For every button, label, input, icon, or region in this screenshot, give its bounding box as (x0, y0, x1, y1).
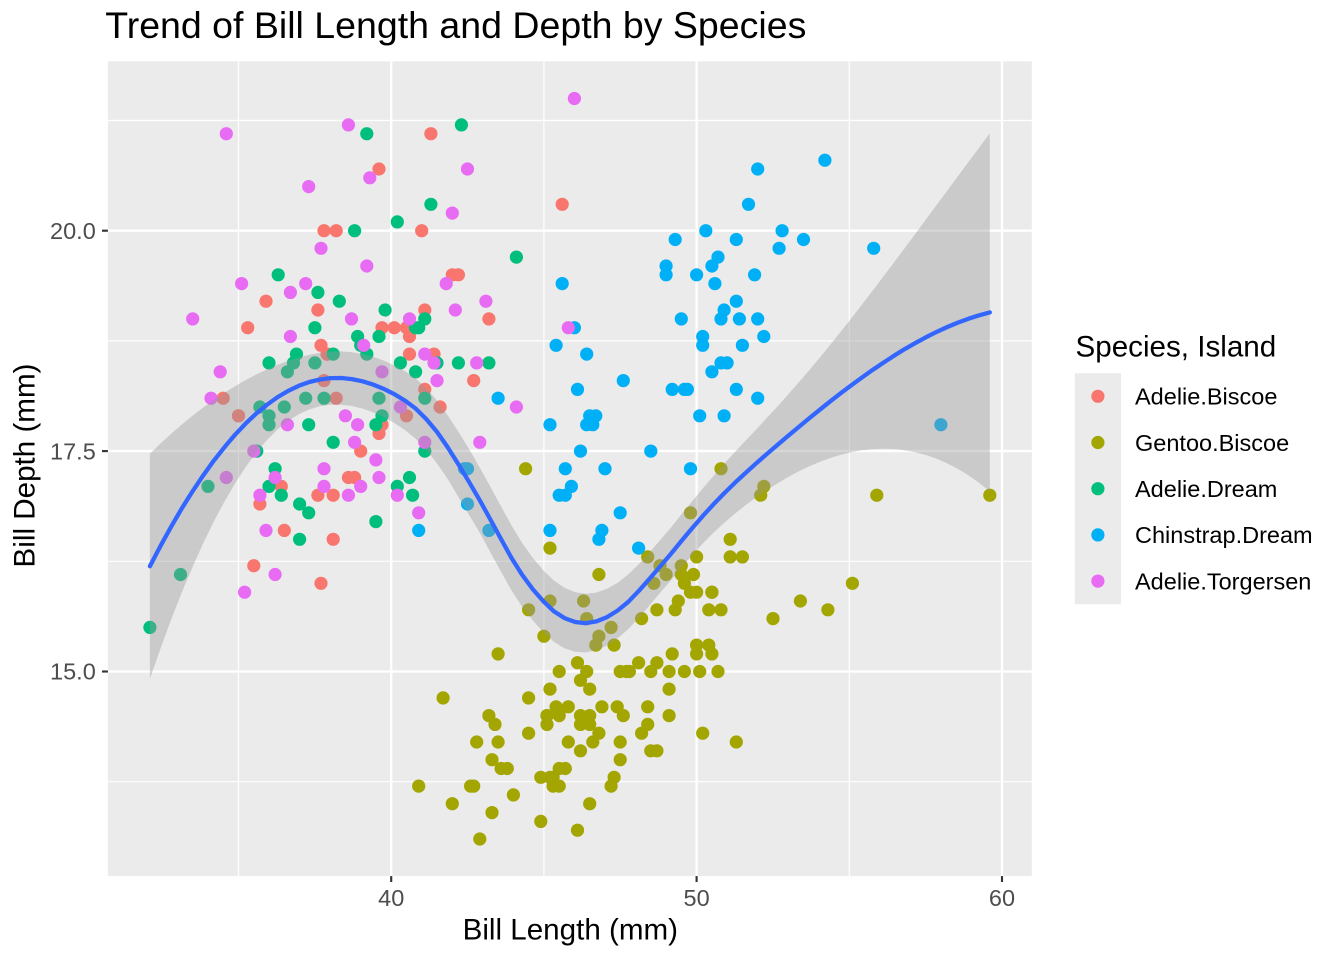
svg-text:Species, Island: Species, Island (1076, 330, 1277, 363)
svg-text:60: 60 (989, 885, 1015, 911)
svg-text:Bill Length (mm): Bill Length (mm) (463, 914, 678, 947)
svg-text:Bill Depth (mm): Bill Depth (mm) (8, 364, 41, 568)
svg-text:Adelie.Biscoe: Adelie.Biscoe (1135, 384, 1277, 410)
svg-text:40: 40 (378, 885, 404, 911)
svg-text:Adelie.Dream: Adelie.Dream (1135, 476, 1277, 502)
svg-text:Adelie.Torgersen: Adelie.Torgersen (1135, 568, 1311, 594)
svg-text:Chinstrap.Dream: Chinstrap.Dream (1135, 522, 1313, 548)
svg-text:Gentoo.Biscoe: Gentoo.Biscoe (1135, 430, 1289, 456)
svg-text:17.5: 17.5 (50, 438, 96, 464)
svg-text:50: 50 (684, 885, 710, 911)
svg-text:15.0: 15.0 (50, 659, 96, 685)
svg-text:Trend of Bill Length and Depth: Trend of Bill Length and Depth by Specie… (105, 4, 806, 46)
svg-text:20.0: 20.0 (50, 218, 96, 244)
